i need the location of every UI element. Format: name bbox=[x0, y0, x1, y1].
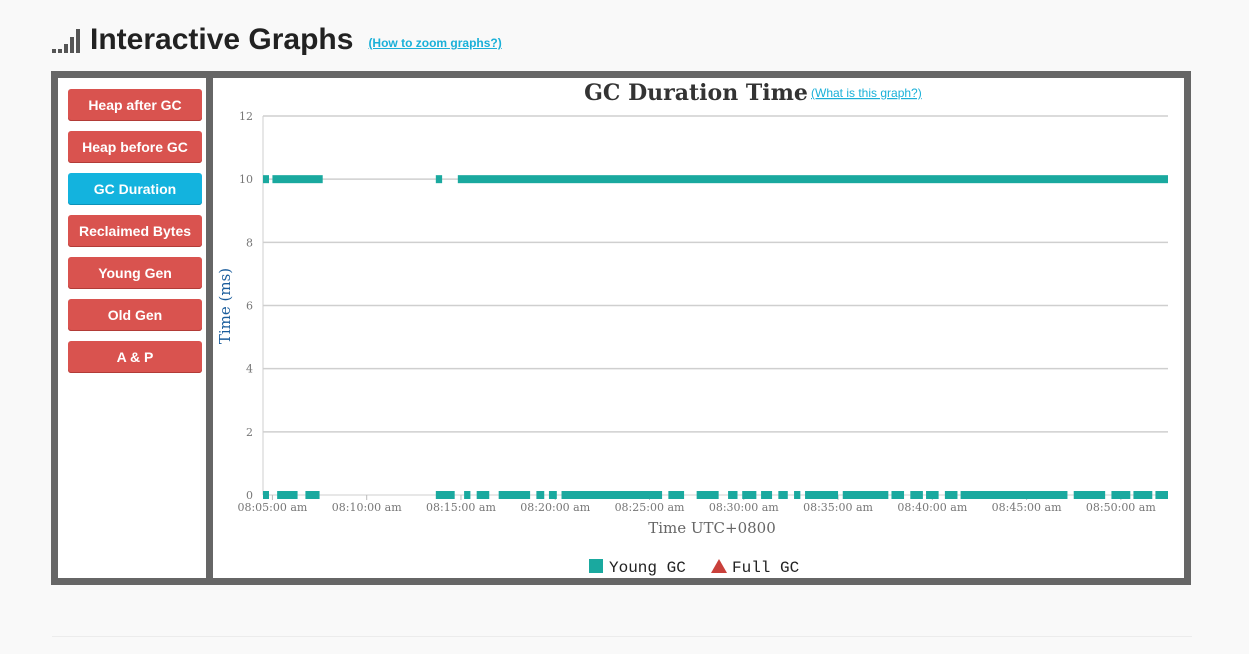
young-gc-point-cluster bbox=[561, 491, 663, 499]
x-tick-label: 08:30:00 am bbox=[709, 501, 779, 514]
heap-before-gc-button[interactable]: Heap before GC bbox=[68, 131, 202, 163]
y-tick-label: 6 bbox=[246, 300, 253, 313]
young-gc-point-cluster bbox=[536, 491, 545, 499]
page-title: Interactive Graphs bbox=[90, 23, 354, 56]
young-gc-point-cluster bbox=[668, 491, 685, 499]
x-tick-label: 08:15:00 am bbox=[426, 501, 496, 514]
x-tick-label: 08:40:00 am bbox=[897, 501, 967, 514]
young-gc-point-cluster bbox=[728, 491, 738, 499]
x-tick-label: 08:05:00 am bbox=[237, 501, 307, 514]
young-gc-point-cluster bbox=[548, 491, 557, 499]
young-gc-point-cluster bbox=[272, 175, 323, 184]
young-gc-point-cluster bbox=[435, 491, 455, 499]
x-tick-label: 08:45:00 am bbox=[992, 501, 1062, 514]
young-gc-point-cluster bbox=[305, 491, 320, 499]
young-gc-point-cluster bbox=[1133, 491, 1153, 499]
chart-grid bbox=[262, 115, 1168, 496]
zoom-help-link[interactable]: (How to zoom graphs?) bbox=[368, 36, 502, 50]
young-gc-point-cluster bbox=[464, 491, 471, 499]
gc-duration-chart[interactable]: GC Duration Time (What is this graph?) 0… bbox=[213, 78, 1184, 578]
reclaimed-bytes-button[interactable]: Reclaimed Bytes bbox=[68, 215, 202, 247]
chart-marks bbox=[263, 175, 1168, 499]
young-gc-point-cluster bbox=[263, 491, 269, 499]
x-tick-label: 08:10:00 am bbox=[332, 501, 402, 514]
young-gc-point-cluster bbox=[498, 491, 531, 499]
young-gc-point-cluster bbox=[435, 175, 443, 184]
y-tick-label: 0 bbox=[246, 489, 253, 502]
young-gc-point-cluster bbox=[944, 491, 958, 499]
x-tick-label: 08:50:00 am bbox=[1086, 501, 1156, 514]
x-tick-label: 08:20:00 am bbox=[520, 501, 590, 514]
young-gc-point-cluster bbox=[1111, 491, 1131, 499]
heap-after-gc-button[interactable]: Heap after GC bbox=[68, 89, 202, 121]
y-tick-label: 12 bbox=[239, 110, 253, 123]
young-gc-point-cluster bbox=[960, 491, 1068, 499]
young-gc-point-cluster bbox=[476, 491, 490, 499]
young-gc-point-cluster bbox=[1155, 491, 1168, 499]
young-gc-point-cluster bbox=[926, 491, 939, 499]
young-gc-point-cluster bbox=[1073, 491, 1106, 499]
young-gc-point-cluster bbox=[263, 175, 269, 184]
chart-panel: GC Duration Time (What is this graph?) 0… bbox=[213, 78, 1184, 578]
young-gc-point-cluster bbox=[842, 491, 889, 499]
graphs-frame: Heap after GC Heap before GC GC Duration… bbox=[51, 71, 1191, 585]
x-tick-label: 08:25:00 am bbox=[615, 501, 685, 514]
chart-legend: Young GC Full GC bbox=[589, 559, 799, 577]
young-gc-point-cluster bbox=[457, 175, 1168, 184]
what-is-this-graph-link[interactable]: (What is this graph?) bbox=[811, 86, 922, 100]
a-and-p-button[interactable]: A & P bbox=[68, 341, 202, 373]
young-gc-point-cluster bbox=[696, 491, 719, 499]
young-gen-button[interactable]: Young Gen bbox=[68, 257, 202, 289]
legend-young-gc-label[interactable]: Young GC bbox=[609, 559, 686, 577]
gc-duration-button[interactable]: GC Duration bbox=[68, 173, 202, 205]
young-gc-point-cluster bbox=[277, 491, 298, 499]
signal-bars-icon bbox=[52, 23, 82, 53]
graph-nav: Heap after GC Heap before GC GC Duration… bbox=[58, 78, 206, 578]
x-axis-ticks: 08:05:00 am 08:10:00 am 08:15:00 am 08:20:0… bbox=[237, 495, 1156, 514]
y-tick-label: 8 bbox=[246, 236, 253, 249]
y-tick-label: 10 bbox=[239, 173, 253, 186]
legend-full-gc-swatch[interactable] bbox=[711, 559, 727, 573]
old-gen-button[interactable]: Old Gen bbox=[68, 299, 202, 331]
y-axis-ticks: 0 2 4 6 8 10 12 bbox=[239, 110, 253, 502]
young-gc-point-cluster bbox=[805, 491, 839, 499]
young-gc-point-cluster bbox=[794, 491, 801, 499]
y-tick-label: 2 bbox=[246, 426, 253, 439]
page-header: Interactive Graphs (How to zoom graphs?) bbox=[52, 18, 502, 58]
legend-young-gc-swatch[interactable] bbox=[589, 559, 603, 573]
x-tick-label: 08:35:00 am bbox=[803, 501, 873, 514]
legend-full-gc-label[interactable]: Full GC bbox=[732, 559, 799, 577]
footer-divider bbox=[52, 636, 1192, 637]
young-gc-point-cluster bbox=[778, 491, 788, 499]
young-gc-point-cluster bbox=[891, 491, 905, 499]
young-gc-point-cluster bbox=[761, 491, 773, 499]
chart-title: GC Duration Time bbox=[584, 80, 808, 106]
y-tick-label: 4 bbox=[246, 363, 253, 376]
x-axis-label: Time UTC+0800 bbox=[648, 519, 776, 537]
young-gc-point-cluster bbox=[742, 491, 757, 499]
young-gc-point-cluster bbox=[910, 491, 923, 499]
y-axis-label: Time (ms) bbox=[216, 268, 234, 344]
